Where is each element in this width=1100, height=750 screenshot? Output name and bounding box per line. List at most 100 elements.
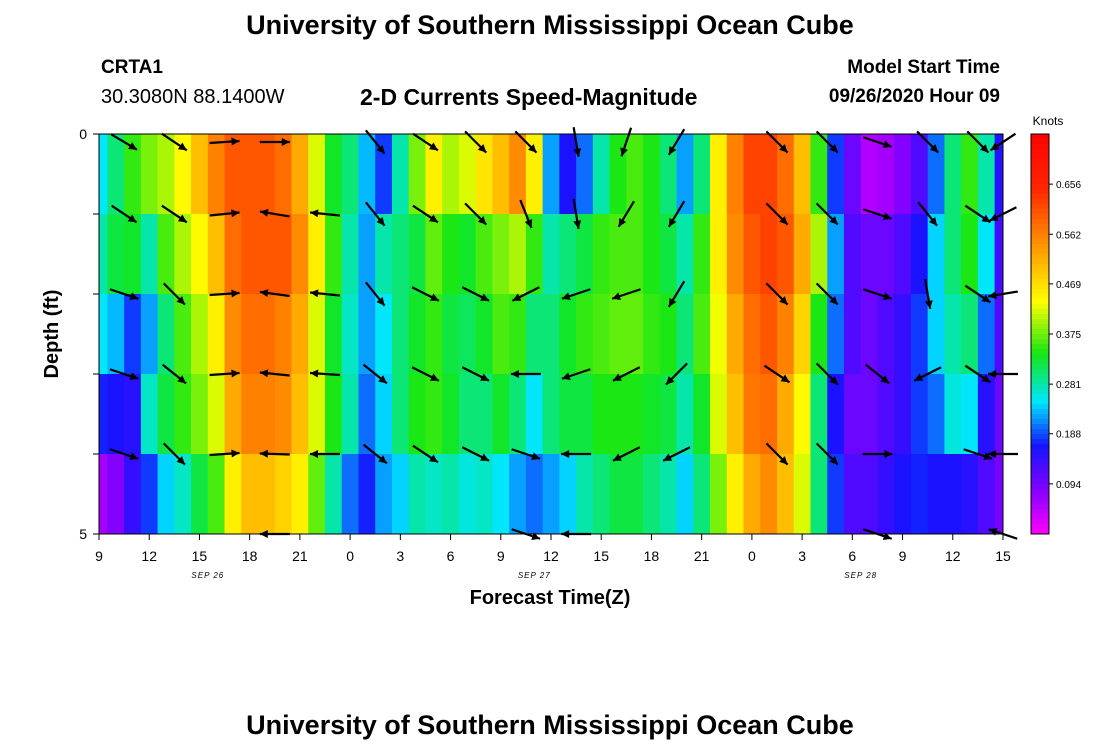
vector-head bbox=[480, 293, 490, 301]
heatmap-cell bbox=[760, 134, 778, 215]
vector-head bbox=[829, 296, 838, 305]
colorbar-segment bbox=[1031, 494, 1049, 500]
vector-head bbox=[231, 449, 240, 458]
heatmap-cell bbox=[576, 134, 594, 215]
colorbar-segment bbox=[1031, 159, 1049, 165]
heatmap-cell bbox=[760, 454, 778, 534]
heatmap-cell bbox=[207, 294, 226, 375]
colorbar-segment bbox=[1031, 234, 1049, 240]
colorbar-segment bbox=[1031, 284, 1049, 290]
heatmap-cell bbox=[592, 134, 611, 215]
colorbar-segment bbox=[1031, 309, 1049, 315]
heatmap-cell bbox=[743, 374, 761, 455]
colorbar-segment bbox=[1031, 194, 1049, 200]
heatmap-cell bbox=[375, 454, 393, 534]
colorbar-segment bbox=[1031, 454, 1049, 460]
heatmap-cell bbox=[291, 374, 309, 455]
heatmap-cell bbox=[325, 294, 343, 375]
heatmap-cell bbox=[576, 454, 594, 534]
colorbar-segment bbox=[1031, 269, 1049, 275]
current-vector bbox=[924, 279, 933, 309]
heatmap-cell bbox=[425, 294, 443, 375]
y-tick-label: 5 bbox=[79, 526, 87, 542]
heatmap-cell bbox=[458, 294, 477, 375]
vector-head bbox=[573, 148, 582, 157]
current-vector bbox=[765, 130, 789, 154]
vector-head bbox=[129, 372, 139, 381]
heatmap-cell bbox=[894, 374, 912, 455]
current-vector bbox=[464, 202, 488, 226]
heatmap-cell bbox=[224, 294, 242, 375]
colorbar-segment bbox=[1031, 214, 1049, 220]
heatmap-cell bbox=[425, 214, 443, 295]
vector-head bbox=[127, 214, 137, 223]
vector-head bbox=[310, 450, 318, 458]
heatmap-cell bbox=[827, 454, 845, 534]
current-vector bbox=[362, 443, 388, 465]
heatmap-cell bbox=[542, 214, 560, 295]
heatmap-cell bbox=[341, 214, 360, 295]
heatmap-cell bbox=[191, 454, 209, 534]
heatmap-cell bbox=[99, 294, 108, 375]
current-vector bbox=[765, 202, 789, 226]
heatmap-cell bbox=[910, 374, 929, 455]
heatmap-cell bbox=[325, 134, 343, 215]
colorbar-tick-label: 0.188 bbox=[1056, 430, 1081, 441]
heatmap-cell bbox=[157, 214, 175, 295]
vector-head bbox=[880, 375, 890, 384]
heatmap-cell bbox=[341, 134, 360, 215]
current-vector bbox=[862, 288, 893, 301]
heatmap-cell bbox=[157, 374, 175, 455]
colorbar-segment bbox=[1031, 354, 1049, 360]
current-vector bbox=[464, 130, 488, 154]
heatmap-cell bbox=[525, 374, 544, 455]
page-title: University of Southern Mississippi Ocean… bbox=[246, 10, 854, 40]
vector-head bbox=[176, 456, 185, 465]
heatmap-cell bbox=[258, 374, 276, 455]
vector-head bbox=[779, 144, 788, 153]
vector-head bbox=[259, 449, 268, 458]
heatmap-cell bbox=[542, 454, 560, 534]
vector-head bbox=[378, 455, 387, 464]
heatmap-cell bbox=[659, 134, 678, 215]
heatmap-cell bbox=[291, 454, 309, 534]
vector-head bbox=[988, 370, 996, 378]
current-vector bbox=[765, 442, 789, 466]
colorbar-segment bbox=[1031, 459, 1049, 465]
colorbar-segment bbox=[1031, 264, 1049, 270]
current-vector bbox=[461, 446, 490, 462]
vector-head bbox=[528, 144, 537, 153]
heatmap-cell bbox=[174, 374, 192, 455]
vector-head bbox=[512, 293, 522, 301]
current-vector bbox=[667, 128, 686, 156]
heatmap-cell bbox=[693, 214, 711, 295]
heatmap-cell bbox=[224, 374, 242, 455]
current-vector bbox=[259, 369, 290, 378]
colorbar-segment bbox=[1031, 479, 1049, 485]
heatmap-cell bbox=[442, 294, 460, 375]
colorbar-segment bbox=[1031, 314, 1049, 320]
heatmap-cell bbox=[140, 214, 159, 295]
heatmap-cell bbox=[693, 134, 711, 215]
heatmap-cell bbox=[676, 214, 694, 295]
heatmap-cell bbox=[258, 214, 276, 295]
colorbar-segment bbox=[1031, 359, 1049, 365]
heatmap-cell bbox=[291, 294, 309, 375]
vector-head bbox=[988, 291, 997, 300]
heatmap-cell bbox=[140, 374, 159, 455]
colorbar-segment bbox=[1031, 329, 1049, 335]
heatmap-cell bbox=[910, 294, 929, 375]
x-tick-label: 9 bbox=[95, 548, 103, 564]
vector-head bbox=[882, 212, 892, 221]
heatmap-cell bbox=[894, 454, 912, 534]
heatmap-cell bbox=[341, 374, 360, 455]
colorbar-segment bbox=[1031, 519, 1049, 525]
heatmap-cell bbox=[124, 374, 142, 455]
heatmap-cell bbox=[743, 134, 761, 215]
vector-head bbox=[561, 292, 571, 301]
vector-head bbox=[480, 373, 490, 381]
colorbar-segment bbox=[1031, 184, 1049, 190]
heatmap-cell bbox=[542, 134, 560, 215]
vector-head bbox=[668, 217, 677, 227]
heatmap-cell bbox=[559, 214, 577, 295]
